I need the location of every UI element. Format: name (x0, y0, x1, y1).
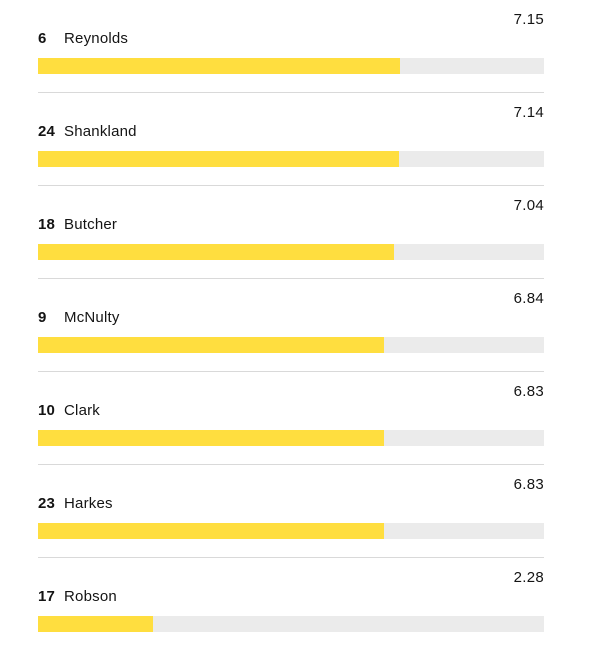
row-divider (38, 278, 544, 279)
rating-bar-fill (38, 244, 395, 260)
player-name: Robson (64, 588, 117, 605)
player-ratings-list: 6 Reynolds 7.15 24 Shankland 7.14 18 But… (38, 11, 544, 632)
player-rating-value: 6.83 (513, 383, 544, 400)
player-rating-row: 24 Shankland 7.14 (38, 104, 544, 205)
rating-bar-track (38, 151, 544, 167)
rating-bar-track (38, 616, 544, 632)
row-divider (38, 464, 544, 465)
player-rating-row: 17 Robson 2.28 (38, 569, 544, 670)
rating-bar-track (38, 430, 544, 446)
player-number: 24 (38, 123, 56, 140)
player-number: 6 (38, 30, 47, 47)
rating-bar-fill (38, 151, 400, 167)
player-rating-value: 7.14 (513, 104, 544, 121)
rating-bar-fill (38, 523, 384, 539)
rating-bar-fill (38, 430, 384, 446)
rating-bar-fill (38, 616, 154, 632)
rating-bar-track (38, 244, 544, 260)
player-name: McNulty (64, 309, 120, 326)
rating-bar-fill (38, 337, 385, 353)
rating-bar-track (38, 337, 544, 353)
player-rating-value: 6.84 (513, 290, 544, 307)
row-divider (38, 92, 544, 93)
player-rating-row: 10 Clark 6.83 (38, 383, 544, 484)
rating-bar-fill (38, 58, 400, 74)
player-name: Shankland (64, 123, 137, 140)
player-number: 23 (38, 495, 56, 512)
row-divider (38, 557, 544, 558)
row-divider (38, 371, 544, 372)
player-rating-row: 6 Reynolds 7.15 (38, 11, 544, 112)
player-rating-value: 7.15 (513, 11, 544, 28)
player-rating-row: 18 Butcher 7.04 (38, 197, 544, 298)
player-rating-row: 23 Harkes 6.83 (38, 476, 544, 577)
player-number: 10 (38, 402, 56, 419)
rating-bar-track (38, 523, 544, 539)
player-rating-value: 2.28 (513, 569, 544, 586)
rating-bar-track (38, 58, 544, 74)
player-name: Clark (64, 402, 101, 419)
player-name: Reynolds (64, 30, 129, 47)
player-number: 18 (38, 216, 56, 233)
player-rating-row: 9 McNulty 6.84 (38, 290, 544, 391)
player-name: Harkes (64, 495, 113, 512)
row-divider (38, 185, 544, 186)
player-name: Butcher (64, 216, 118, 233)
player-number: 17 (38, 588, 56, 605)
player-number: 9 (38, 309, 47, 326)
player-rating-value: 7.04 (513, 197, 544, 214)
player-rating-value: 6.83 (513, 476, 544, 493)
